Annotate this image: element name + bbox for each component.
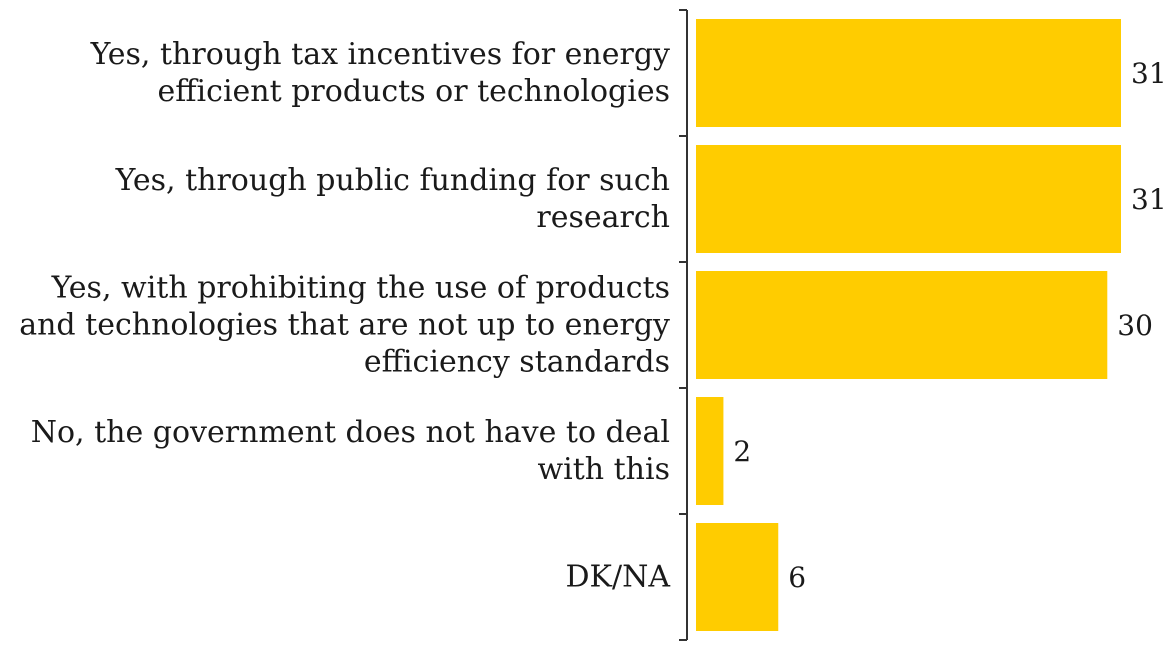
data-label: 2 bbox=[733, 435, 751, 468]
category-label: No, the government does not have to deal… bbox=[30, 415, 670, 487]
data-label: 31 bbox=[1131, 183, 1164, 216]
data-label: 6 bbox=[788, 561, 806, 594]
bar bbox=[696, 397, 724, 505]
bar bbox=[696, 523, 779, 631]
category-label: DK/NA bbox=[565, 559, 671, 595]
bar bbox=[696, 19, 1121, 127]
bar bbox=[696, 271, 1108, 379]
category-label: Yes, through public funding for such res… bbox=[115, 163, 670, 235]
bar bbox=[696, 145, 1121, 253]
category-label: Yes, with prohibiting the use of product… bbox=[19, 270, 670, 380]
category-label: Yes, through tax incentives for energy e… bbox=[90, 37, 670, 109]
data-label: 30 bbox=[1117, 309, 1153, 342]
data-label: 31 bbox=[1131, 57, 1164, 90]
